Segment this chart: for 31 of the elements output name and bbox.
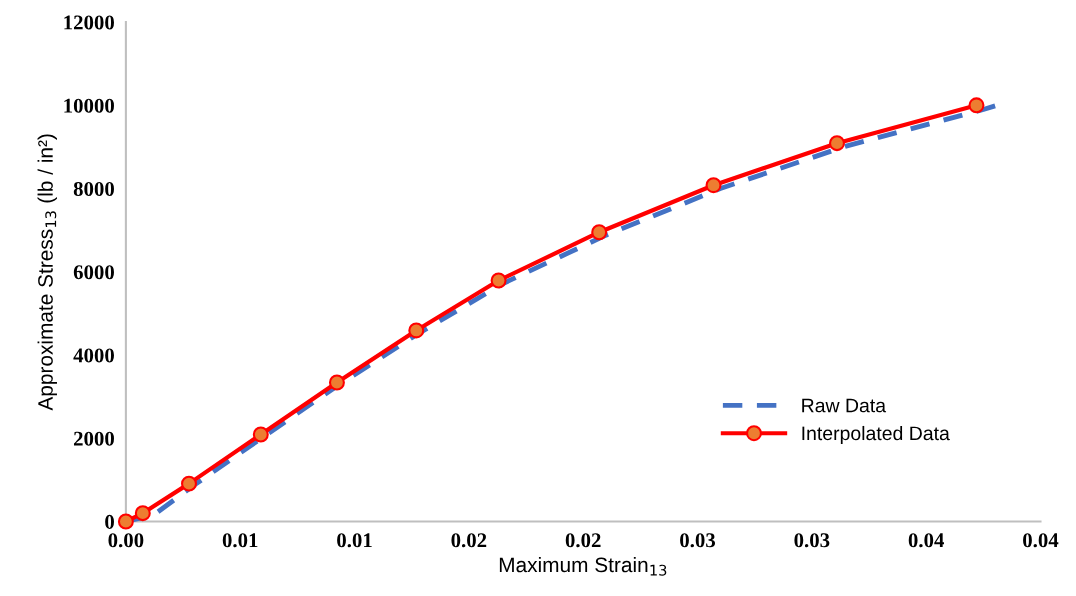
x-tick-label: 0.02 xyxy=(565,533,601,548)
x-tick-label: 0.03 xyxy=(680,533,716,548)
point xyxy=(117,513,134,530)
x-tick-label: 0.01 xyxy=(222,533,258,548)
point xyxy=(181,475,197,492)
legend-label: Raw Data xyxy=(802,398,887,413)
legend-label: Interpolated Data xyxy=(802,425,950,445)
y-tick-label: 8000 xyxy=(73,181,114,196)
y-tick-label: 2000 xyxy=(73,431,114,446)
x-tick-label: 0.02 xyxy=(451,533,487,548)
y-tick-label: 4000 xyxy=(73,348,114,363)
point xyxy=(829,135,845,152)
point xyxy=(591,224,608,241)
y-tick-label: 12000 xyxy=(64,15,114,30)
x-tick-label: 0.04 xyxy=(908,533,945,548)
point xyxy=(490,272,507,289)
y-tick-label: 0 xyxy=(105,514,114,529)
x-tick-label: 0.04 xyxy=(1023,533,1059,548)
point xyxy=(134,505,151,522)
y-tick-label: 6000 xyxy=(73,265,114,280)
point xyxy=(252,426,269,443)
x-tick-label: 0.01 xyxy=(337,533,372,548)
x-tick-label: 0.03 xyxy=(794,533,830,548)
point xyxy=(328,374,345,391)
y-tick-label: 10000 xyxy=(64,98,114,113)
x-tick-label: 0.00 xyxy=(108,533,144,548)
y-axis-title: Approximate Stress$_{13}$ (lb / in²) xyxy=(37,134,57,411)
point xyxy=(968,97,985,114)
point xyxy=(408,322,425,339)
point xyxy=(705,177,722,194)
x-axis-title: Maximum Strain$_{13}$ xyxy=(499,556,667,576)
